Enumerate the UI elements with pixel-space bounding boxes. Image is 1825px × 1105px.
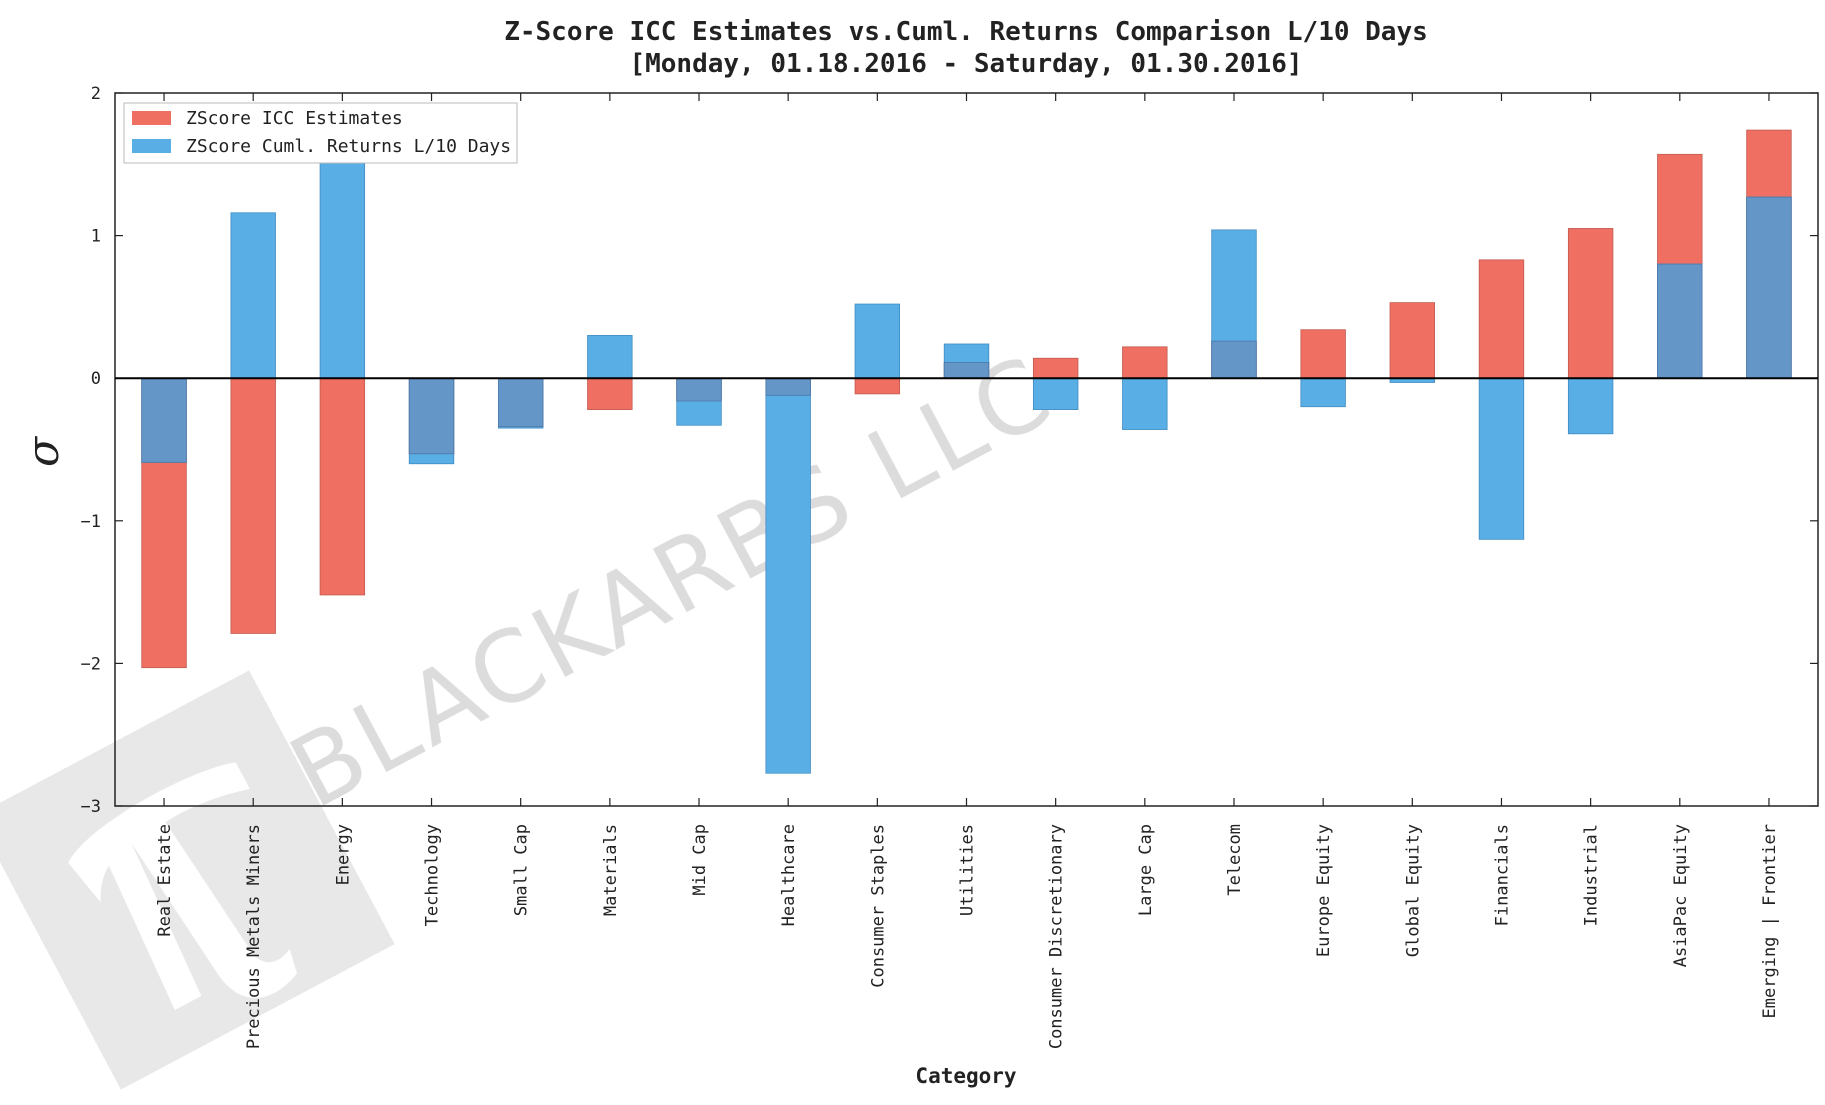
chart-title: Z-Score ICC Estimates vs.Cuml. Returns C… bbox=[504, 17, 1428, 47]
x-tick-label-13: Europe Equity bbox=[1314, 824, 1334, 957]
x-tick-label-1: Precious Metals Miners bbox=[244, 824, 264, 1049]
x-tick-label-7: Healthcare bbox=[779, 824, 799, 926]
bar-icc-5 bbox=[587, 377, 633, 410]
bar-overlap-9 bbox=[943, 362, 990, 379]
x-tick-label-4: Small Cap bbox=[512, 824, 532, 916]
bar-returns-5 bbox=[587, 335, 633, 379]
y-tick-label-0: 2 bbox=[91, 84, 101, 104]
y-axis-label: σ bbox=[18, 435, 69, 467]
legend-swatch-returns bbox=[132, 139, 171, 153]
bar-returns-2 bbox=[319, 145, 366, 379]
bar-icc-16 bbox=[1567, 228, 1614, 379]
pi-logo-icon bbox=[0, 670, 395, 1090]
x-tick-label-18: Emerging | Frontier bbox=[1760, 824, 1780, 1018]
x-tick-label-15: Financials bbox=[1492, 824, 1512, 926]
legend: ZScore ICC Estimates ZScore Cuml. Return… bbox=[123, 102, 518, 164]
legend-swatch-icc bbox=[132, 111, 171, 125]
y-axis: 2 1 0 −1 −2 −3 bbox=[81, 84, 1818, 817]
x-tick-label-6: Mid Cap bbox=[690, 824, 710, 896]
x-tick-label-12: Telecom bbox=[1225, 824, 1245, 896]
x-tick-label-17: AsiaPac Equity bbox=[1671, 824, 1691, 967]
x-tick-label-2: Energy bbox=[333, 824, 353, 885]
y-tick-label-2: 0 bbox=[91, 369, 101, 389]
legend-label-icc: ZScore ICC Estimates bbox=[186, 108, 403, 129]
legend-label-returns: ZScore Cuml. Returns L/10 Days bbox=[186, 136, 511, 157]
bar-overlap-12 bbox=[1211, 340, 1257, 379]
bar-overlap-4 bbox=[497, 377, 544, 428]
x-axis: Real Estate Precious Metals Miners Energy T… bbox=[155, 93, 1780, 1049]
x-tick-label-8: Consumer Staples bbox=[868, 824, 888, 988]
x-tick-label-9: Utilities bbox=[958, 824, 978, 916]
bar-icc-8 bbox=[854, 377, 901, 395]
bar-icc-11 bbox=[1122, 346, 1168, 379]
bar-returns-7 bbox=[765, 377, 811, 774]
x-axis-label: Category bbox=[915, 1064, 1017, 1088]
bar-overlap-7 bbox=[765, 377, 811, 396]
bar-returns-11 bbox=[1122, 377, 1168, 430]
bar-returns-1 bbox=[230, 212, 276, 379]
bar-icc-10 bbox=[1032, 357, 1079, 379]
x-tick-label-14: Global Equity bbox=[1403, 824, 1423, 957]
bar-overlap-17 bbox=[1657, 263, 1703, 379]
x-tick-label-11: Large Cap bbox=[1136, 824, 1156, 916]
bar-icc-14 bbox=[1389, 302, 1436, 379]
x-tick-label-5: Materials bbox=[601, 824, 621, 916]
legend-frame bbox=[123, 102, 518, 164]
y-tick-label-3: −1 bbox=[81, 512, 101, 532]
bar-returns-10 bbox=[1032, 377, 1079, 410]
bar-overlap-0 bbox=[141, 377, 187, 463]
bar-icc-15 bbox=[1478, 259, 1525, 379]
x-tick-label-10: Consumer Discretionary bbox=[1047, 824, 1067, 1049]
bar-overlap-3 bbox=[408, 377, 455, 455]
bar-returns-13 bbox=[1300, 377, 1346, 408]
y-tick-label-4: −2 bbox=[81, 654, 101, 674]
x-tick-label-0: Real Estate bbox=[155, 824, 175, 937]
watermark-text: BLACKARBS LLC bbox=[273, 334, 1072, 831]
bar-icc-2 bbox=[319, 377, 366, 596]
y-tick-label-1: 1 bbox=[91, 227, 101, 247]
x-tick-label-16: Industrial bbox=[1582, 824, 1602, 926]
x-tick-label-3: Technology bbox=[423, 824, 443, 926]
bars-group bbox=[141, 129, 1792, 774]
y-tick-label-5: −3 bbox=[81, 797, 101, 817]
bar-icc-1 bbox=[230, 377, 276, 634]
bar-returns-8 bbox=[854, 303, 901, 379]
bar-icc-13 bbox=[1300, 329, 1346, 379]
bar-overlap-6 bbox=[676, 377, 722, 402]
bar-overlap-18 bbox=[1746, 196, 1792, 379]
bar-returns-16 bbox=[1567, 377, 1614, 435]
chart-subtitle: [Monday, 01.18.2016 - Saturday, 01.30.20… bbox=[629, 49, 1302, 79]
bar-returns-15 bbox=[1478, 377, 1525, 540]
